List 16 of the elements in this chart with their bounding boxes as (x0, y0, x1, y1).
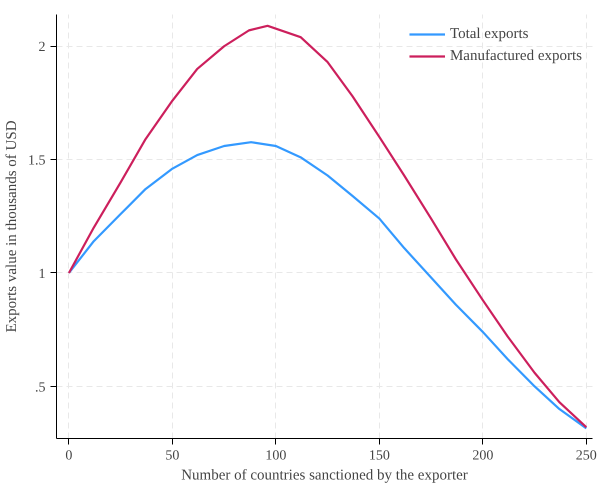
y-tick-label: 2 (38, 40, 46, 56)
x-tick-label: 250 (576, 448, 597, 464)
x-tick-label: 150 (368, 448, 390, 464)
y-axis-title: Exports value in thousands of USD (4, 120, 20, 333)
x-tick-label: 100 (265, 448, 286, 464)
x-tick-label: 50 (165, 448, 180, 464)
x-axis-title: Number of countries sanctioned by the exporter (181, 468, 468, 484)
y-tick-label: 1 (38, 266, 46, 282)
legend-label: Total exports (450, 26, 528, 42)
y-tick-label: .5 (35, 380, 46, 396)
line-series (68, 141, 588, 430)
x-tick-label: 0 (65, 448, 72, 464)
line-series (68, 24, 588, 428)
legend-label: Manufactured exports (450, 48, 582, 64)
y-tick-label: 1.5 (28, 154, 46, 169)
x-tick-label: 200 (472, 448, 494, 464)
